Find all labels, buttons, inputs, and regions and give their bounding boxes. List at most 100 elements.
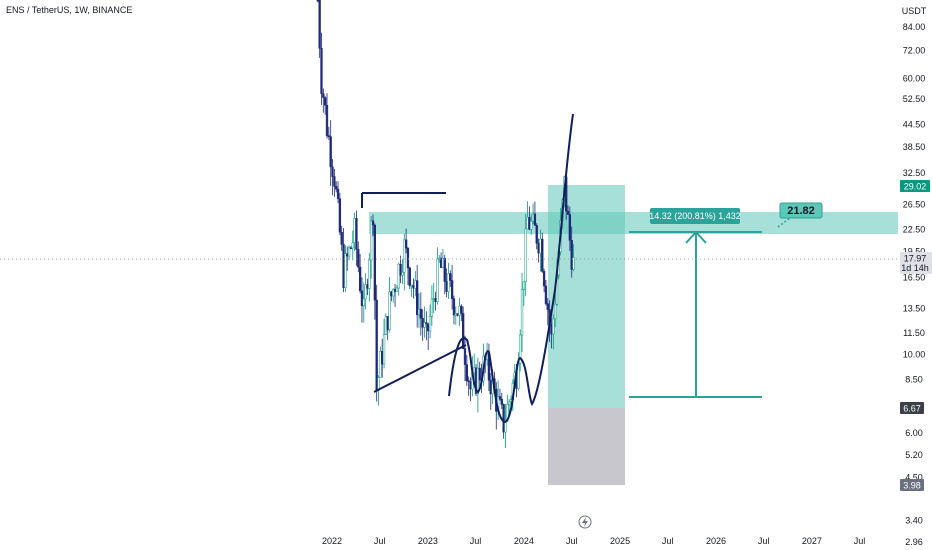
candle-body [327, 135, 330, 137]
price-scale-label: 72.00 [903, 46, 926, 56]
long-position-loss-zone[interactable] [548, 408, 625, 485]
candle-body [445, 281, 448, 292]
price-scale-label: 4.50 [905, 472, 923, 482]
candle-body [403, 239, 406, 273]
candle-body [406, 247, 410, 269]
candle-body [428, 316, 432, 332]
candle-body [355, 218, 358, 250]
svg-text:29.02: 29.02 [904, 182, 927, 192]
candle-body [324, 97, 327, 106]
resistance-zone[interactable] [369, 212, 898, 234]
price-scale-label: 8.50 [905, 374, 923, 384]
candle-body [349, 247, 353, 250]
candle-body [393, 289, 397, 292]
candle-body [353, 218, 356, 243]
candle-body [340, 231, 343, 245]
price-scale[interactable]: USDT 84.00 72.00 60.00 52.50 44.50 38.50 32.50… [902, 6, 927, 547]
candle-body [381, 351, 384, 365]
candle-body [421, 317, 424, 328]
stop-level-badge: 6.67 [900, 402, 924, 414]
candle-body [423, 322, 426, 328]
candle-body [524, 228, 527, 282]
candle-body [460, 305, 463, 314]
svg-text:3.98: 3.98 [903, 481, 921, 491]
candle-body [522, 281, 526, 290]
svg-text:21.82: 21.82 [787, 205, 815, 217]
candle-body [358, 266, 362, 292]
candle-body [432, 298, 435, 300]
measure-tool[interactable]: 14.32 (200.81%) 1,432 [629, 208, 762, 398]
drawing-trendline[interactable] [373, 344, 467, 393]
long-position-profit-zone[interactable] [548, 185, 625, 408]
symbol-title: ENS / TetherUS, 1W, BINANCE [6, 5, 133, 15]
time-axis-label: 2027 [802, 536, 822, 546]
price-badge-top: 29.02 [900, 180, 930, 192]
lightning-icon[interactable] [578, 515, 592, 529]
candle-body [553, 303, 557, 320]
measure-label-box [650, 208, 740, 224]
candle-body [502, 404, 505, 433]
candle-body [531, 213, 535, 222]
candle-body [542, 271, 546, 287]
time-axis-label: 2025 [610, 536, 630, 546]
candle-body [370, 220, 373, 261]
candle-body [535, 225, 538, 244]
candle-body [419, 308, 422, 319]
svg-text:6.67: 6.67 [903, 404, 921, 414]
drawing-wave-curve[interactable] [448, 113, 574, 424]
candle-body [467, 380, 470, 382]
candle-body [528, 217, 531, 230]
candle-body [434, 298, 437, 302]
time-axis-label: 2026 [706, 536, 726, 546]
candle-body [357, 249, 360, 268]
price-scale-label: 11.50 [903, 328, 925, 338]
candle-body [537, 242, 540, 254]
candle-body [425, 322, 428, 325]
time-axis-label: Jul [566, 536, 578, 546]
candle-body [458, 305, 461, 316]
candle-body [443, 258, 446, 282]
stop-bottom-badge: 3.98 [900, 479, 924, 491]
candle-body [541, 238, 544, 272]
price-scale-label: 22.50 [903, 225, 926, 235]
candle-body [520, 289, 524, 336]
time-axis[interactable]: 2022 Jul 2023 Jul 2024 Jul 2025 Jul 2026 Jul 2027 J… [322, 536, 865, 546]
price-scale-label: 32.50 [903, 168, 926, 178]
candle-body [454, 313, 457, 316]
time-axis-label: Jul [758, 536, 770, 546]
candle-body [344, 253, 347, 288]
candle-body [347, 247, 351, 257]
price-scale-label: 3.40 [905, 516, 923, 526]
price-scale-label: 16.50 [903, 272, 926, 282]
price-scale-label: 60.00 [903, 74, 926, 84]
candle-body [373, 224, 376, 301]
candle-body [469, 381, 472, 390]
target-callout[interactable]: 21.82 [777, 202, 823, 228]
candle-body [498, 396, 502, 400]
price-scale-label: 19.50 [903, 247, 926, 257]
candle-body [507, 401, 511, 405]
time-axis-label: Jul [470, 536, 482, 546]
candle-body [416, 280, 419, 316]
candle-body [439, 257, 443, 268]
price-scale-label: 26.50 [903, 199, 926, 209]
candle-body [351, 242, 354, 249]
candle-body [379, 351, 382, 378]
candle-body [399, 263, 402, 276]
candle-body [410, 284, 413, 287]
candle-body [362, 298, 365, 307]
candle-body [568, 214, 572, 241]
price-scale-label: 13.50 [903, 303, 926, 313]
candle-body [322, 93, 325, 98]
price-scale-label: 52.50 [903, 94, 926, 104]
candle-body [473, 367, 476, 374]
candle-body [360, 290, 364, 307]
last-price-badge: 17.97 1d 14h [900, 252, 932, 274]
price-scale-label: 2.96 [905, 537, 923, 547]
candle-body [519, 334, 522, 364]
candle-body [526, 217, 529, 230]
drawing-horizontal-line[interactable] [361, 192, 446, 208]
candle-body [335, 186, 338, 190]
candle-body [438, 257, 441, 260]
